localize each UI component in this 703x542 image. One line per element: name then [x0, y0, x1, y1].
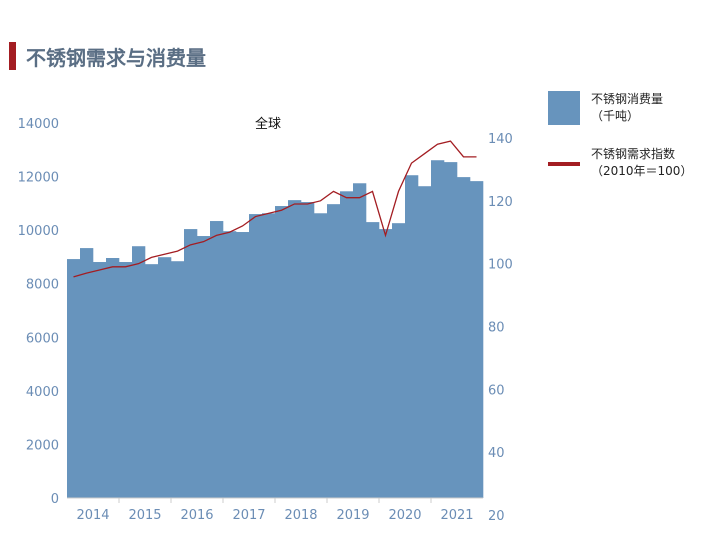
- bar: [470, 181, 484, 498]
- bar: [236, 232, 250, 498]
- left-axis-tick-label: 12000: [18, 171, 59, 186]
- bar: [444, 162, 458, 498]
- legend-bar-swatch: [548, 91, 580, 125]
- bar: [119, 262, 133, 498]
- right-axis-tick-label: 80: [488, 321, 505, 336]
- bar: [80, 248, 94, 498]
- bar: [314, 213, 328, 498]
- bar: [392, 223, 406, 498]
- bar: [405, 175, 419, 498]
- bar: [210, 221, 224, 499]
- x-axis-tick-label: 2015: [128, 508, 161, 523]
- right-axis-tick-label: 140: [488, 132, 513, 147]
- bar: [67, 259, 81, 498]
- left-axis-tick-label: 2000: [26, 438, 59, 453]
- x-axis-tick-label: 2016: [180, 508, 213, 523]
- bar: [145, 264, 159, 498]
- left-axis-tick-label: 8000: [26, 278, 59, 293]
- bar: [132, 246, 146, 498]
- left-axis-tick-label: 10000: [18, 224, 59, 239]
- right-axis-tick-label: 60: [488, 383, 505, 398]
- right-axis-tick-label: 40: [488, 446, 505, 461]
- left-axis-tick-label: 0: [51, 492, 59, 507]
- bar: [249, 214, 263, 499]
- bar: [184, 229, 198, 499]
- bar: [197, 236, 211, 499]
- x-axis-tick-label: 2021: [440, 508, 473, 523]
- legend-bar-label: 不锈钢消费量: [591, 92, 664, 106]
- bar: [158, 257, 172, 498]
- x-axis-tick-label: 2018: [284, 508, 317, 523]
- x-axis-tick-label: 2017: [232, 508, 265, 523]
- bar: [366, 222, 380, 498]
- bar: [106, 258, 120, 498]
- bar: [223, 231, 237, 498]
- chart-title: 全球: [255, 116, 281, 132]
- bar: [275, 206, 289, 499]
- legend-line-unit: （2010年＝100）: [591, 164, 693, 178]
- right-axis-tick-label: 100: [488, 258, 513, 273]
- bar: [418, 186, 432, 498]
- index-line: [73, 140, 477, 278]
- bar: [262, 213, 276, 498]
- bar: [93, 262, 107, 498]
- x-axis-tick-label: 2020: [388, 508, 421, 523]
- left-axis-tick-label: 14000: [18, 117, 59, 132]
- right-axis-tick-label: 120: [488, 195, 513, 210]
- legend-bar-unit: （千吨）: [591, 109, 640, 123]
- bar: [353, 183, 367, 498]
- bar: [171, 261, 185, 498]
- legend-line-label: 不锈钢需求指数: [591, 147, 676, 161]
- page-title: 不锈钢需求与消费量: [26, 46, 206, 70]
- bar: [288, 200, 302, 498]
- bar: [327, 204, 341, 499]
- title-accent-bar: [9, 42, 16, 70]
- legend-line-swatch: [548, 162, 580, 166]
- right-axis-tick-label: 20: [488, 509, 505, 524]
- x-axis-tick-label: 2014: [76, 508, 109, 523]
- bar: [379, 229, 393, 499]
- left-axis-tick-label: 6000: [26, 331, 59, 346]
- bar: [457, 177, 471, 498]
- bar: [301, 202, 315, 498]
- x-axis-tick-label: 2019: [336, 508, 369, 523]
- bar: [431, 160, 445, 498]
- left-axis-tick-label: 4000: [26, 385, 59, 400]
- bar: [340, 191, 354, 498]
